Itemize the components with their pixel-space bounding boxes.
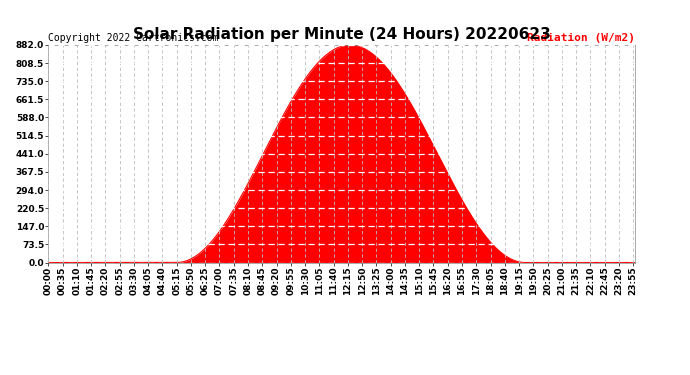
Text: Copyright 2022 Cartronics.com: Copyright 2022 Cartronics.com — [48, 33, 219, 43]
Text: Radiation (W/m2): Radiation (W/m2) — [526, 33, 635, 43]
Title: Solar Radiation per Minute (24 Hours) 20220623: Solar Radiation per Minute (24 Hours) 20… — [132, 27, 551, 42]
